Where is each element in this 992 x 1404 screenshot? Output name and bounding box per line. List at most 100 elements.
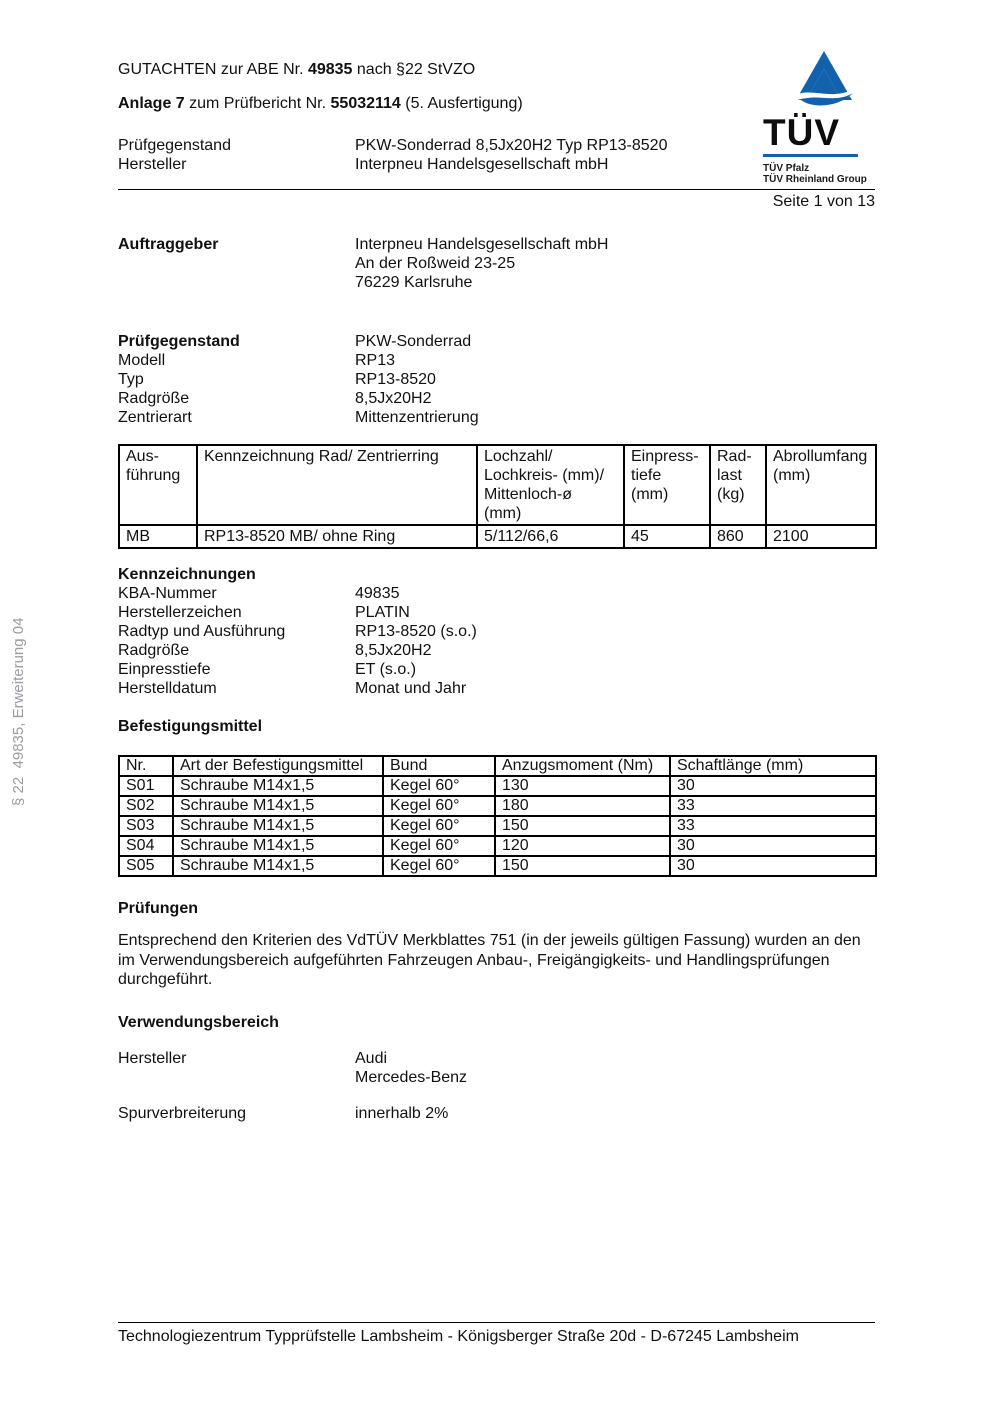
einpresstiefe-value: ET (s.o.) [355, 661, 417, 678]
cell-nr: S03 [118, 815, 174, 837]
cell-nr: S05 [118, 855, 174, 877]
anlage-label: Anlage 7 [118, 95, 185, 112]
cell-anzugsmoment: 150 [494, 855, 671, 877]
cell-bund: Kegel 60° [382, 775, 496, 797]
cell-nr: S01 [118, 775, 174, 797]
radgroesse-label: Radgröße [118, 390, 190, 407]
col-abrollumfang: Abrollumfang (mm) [765, 444, 877, 526]
col-kennzeichnung: Kennzeichnung Rad/ Zentrierring [196, 444, 478, 526]
header-separator [118, 189, 875, 190]
cell-schaftlaenge: 33 [669, 815, 877, 837]
cell-anzugsmoment: 150 [494, 815, 671, 837]
radtyp-label: Radtyp und Ausführung [118, 623, 286, 640]
tuv-logo-rule [763, 154, 858, 157]
cell-schaftlaenge: 30 [669, 775, 877, 797]
befestigung-row-s02: S02 Schraube M14x1,5 Kegel 60° 180 33 [118, 795, 877, 817]
anlage-post: (5. Ausfertigung) [400, 95, 523, 112]
tuv-logo-subtitle-line1: TÜV Pfalz [763, 163, 810, 174]
befestigungsmittel-heading: Befestigungsmittel [118, 718, 263, 735]
herstellerzeichen-value: PLATIN [355, 604, 410, 621]
herstelldatum-value: Monat und Jahr [355, 680, 467, 697]
tuv-triangle-icon [793, 51, 855, 106]
pruefbericht-number: 55032114 [330, 95, 401, 112]
tuv-wordmark: TÜV [763, 112, 840, 153]
auftraggeber-section: Auftraggeber Interpneu Handelsgesellscha… [118, 235, 875, 292]
gutachten-title-post: nach §22 StVZO [352, 61, 476, 78]
cell-bund: Kegel 60° [382, 815, 496, 837]
footer: Technologiezentrum Typprüfstelle Lambshe… [118, 1322, 875, 1346]
pruefungen-heading: Prüfungen [118, 900, 198, 917]
col-nr: Nr. [118, 755, 174, 777]
col-anzugsmoment: Anzugsmoment (Nm) [494, 755, 671, 777]
cell-art: Schraube M14x1,5 [172, 855, 384, 877]
anlage-mid: zum Prüfbericht Nr. [184, 95, 331, 112]
herstellerzeichen-label: Herstellerzeichen [118, 604, 242, 621]
herstelldatum-label: Herstelldatum [118, 680, 217, 697]
cell-art: Schraube M14x1,5 [172, 795, 384, 817]
kba-label: KBA-Nummer [118, 585, 217, 602]
cell-bund: Kegel 60° [382, 835, 496, 857]
cell-schaftlaenge: 30 [669, 855, 877, 877]
rad-spec-data-row: MB RP13-8520 MB/ ohne Ring 5/112/66,6 45… [118, 524, 877, 549]
cell-schaftlaenge: 33 [669, 795, 877, 817]
cell-kennzeichnung: RP13-8520 MB/ ohne Ring [196, 524, 478, 549]
pruefgegenstand-label: Prüfgegenstand [118, 333, 240, 350]
verwendung-hersteller-value: Audi Mercedes-Benz [355, 1049, 468, 1086]
tuv-logo-subtitle-line2: TÜV Rheinland Group [763, 174, 867, 185]
gutachten-title: GUTACHTEN zur ABE Nr. 49835 nach §22 StV… [118, 60, 875, 79]
zentrierart-value: Mittenzentrierung [355, 409, 479, 426]
side-margin-annotation: § 22 49835, Erweiterung 04 [10, 617, 27, 806]
page-indicator: Seite 1 von 13 [772, 193, 875, 210]
meta-label: Hersteller [118, 156, 187, 173]
kennzeichnungen-row: Radgröße 8,5Jx20H2 [118, 641, 875, 660]
cell-art: Schraube M14x1,5 [172, 775, 384, 797]
cell-art: Schraube M14x1,5 [172, 835, 384, 857]
rad-spec-header-row: Aus- führung Kennzeichnung Rad/ Zentrier… [118, 444, 877, 526]
cell-nr: S02 [118, 795, 174, 817]
rad-spec-table: Aus- führung Kennzeichnung Rad/ Zentrier… [118, 444, 877, 549]
spurverbreiterung-value: innerhalb 2% [355, 1104, 449, 1122]
col-schaftlaenge: Schaftlänge (mm) [669, 755, 877, 777]
anlage-line: Anlage 7 zum Prüfbericht Nr. 55032114 (5… [118, 94, 875, 113]
tuv-logo: TÜV TÜV Pfalz TÜV Rheinland Group [763, 50, 875, 185]
meta-label: Prüfgegenstand [118, 137, 231, 154]
verwendung-hersteller-label: Hersteller [118, 1049, 187, 1067]
befestigung-row-s03: S03 Schraube M14x1,5 Kegel 60° 150 33 [118, 815, 877, 837]
modell-value: RP13 [355, 352, 396, 369]
kennzeichnungen-heading: Kennzeichnungen [118, 566, 256, 583]
radgroesse2-label: Radgröße [118, 642, 190, 659]
verwendungsbereich-heading: Verwendungsbereich [118, 1013, 279, 1031]
cell-bund: Kegel 60° [382, 795, 496, 817]
einpresstiefe-label: Einpresstiefe [118, 661, 211, 678]
pruefgegenstand-value: PKW-Sonderrad [355, 333, 472, 350]
befestigung-row-s04: S04 Schraube M14x1,5 Kegel 60° 120 30 [118, 835, 877, 857]
auftraggeber-address: Interpneu Handelsgesellschaft mbH An der… [355, 236, 609, 291]
cell-anzugsmoment: 180 [494, 795, 671, 817]
col-art: Art der Befestigungsmittel [172, 755, 384, 777]
cell-art: Schraube M14x1,5 [172, 815, 384, 837]
befestigung-header-row: Nr. Art der Befestigungsmittel Bund Anzu… [118, 755, 877, 777]
tuv-logo-subtitle: TÜV Pfalz TÜV Rheinland Group [763, 163, 875, 185]
abe-number: 49835 [307, 61, 353, 78]
pruefgegenstand-row: Typ RP13-8520 [118, 370, 875, 389]
col-einpresstiefe: Einpress- tiefe (mm) [623, 444, 711, 526]
col-lochzahl: Lochzahl/ Lochkreis- (mm)/ Mittenloch-ø … [476, 444, 625, 526]
zentrierart-label: Zentrierart [118, 409, 192, 426]
cell-anzugsmoment: 130 [494, 775, 671, 797]
kennzeichnungen-row: Herstellerzeichen PLATIN [118, 603, 875, 622]
cell-ausfuehrung: MB [118, 524, 198, 549]
pruefungen-paragraph: Entsprechend den Kriterien des VdTÜV Mer… [118, 932, 861, 988]
cell-lochzahl: 5/112/66,6 [476, 524, 625, 549]
modell-label: Modell [118, 352, 166, 369]
radgroesse-value: 8,5Jx20H2 [355, 390, 432, 407]
pruefgegenstand-row: Modell RP13 [118, 351, 875, 370]
typ-value: RP13-8520 [355, 371, 436, 388]
cell-abrollumfang: 2100 [765, 524, 877, 549]
typ-label: Typ [118, 371, 144, 388]
pruefgegenstand-section: Prüfgegenstand PKW-Sonderrad Modell RP13… [118, 332, 875, 427]
header-meta-row: Prüfgegenstand PKW-Sonderrad 8,5Jx20H2 T… [118, 136, 875, 155]
kennzeichnungen-row: KBA-Nummer 49835 [118, 584, 875, 603]
befestigung-row-s01: S01 Schraube M14x1,5 Kegel 60° 130 30 [118, 775, 877, 797]
befestigung-row-s05: S05 Schraube M14x1,5 Kegel 60° 150 30 [118, 855, 877, 877]
